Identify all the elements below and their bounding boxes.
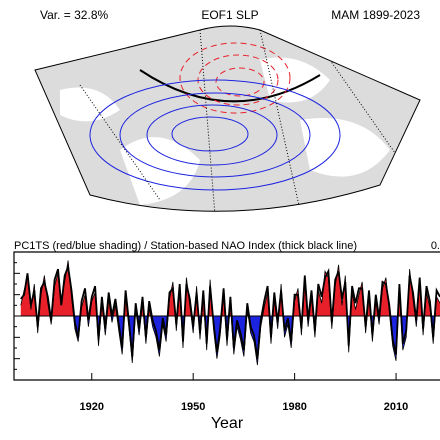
corner-text: 0. [431,240,440,252]
plot [20,260,440,366]
x-axis-label: Year [211,415,244,432]
map-title: EOF1 SLP [201,8,258,22]
nao-line [20,263,440,359]
contours [79,29,401,212]
map [34,25,421,212]
x-tick-label: 1980 [282,401,306,413]
x-tick-label: 2010 [384,401,408,413]
variance-label: Var. = 32.8% [40,8,108,22]
x-tick-label: 1950 [181,401,205,413]
x-tick-label: 1920 [80,401,104,413]
chart-title: PC1TS (red/blue shading) / Station-based… [14,240,357,252]
season-label: MAM 1899-2023 [331,8,420,22]
